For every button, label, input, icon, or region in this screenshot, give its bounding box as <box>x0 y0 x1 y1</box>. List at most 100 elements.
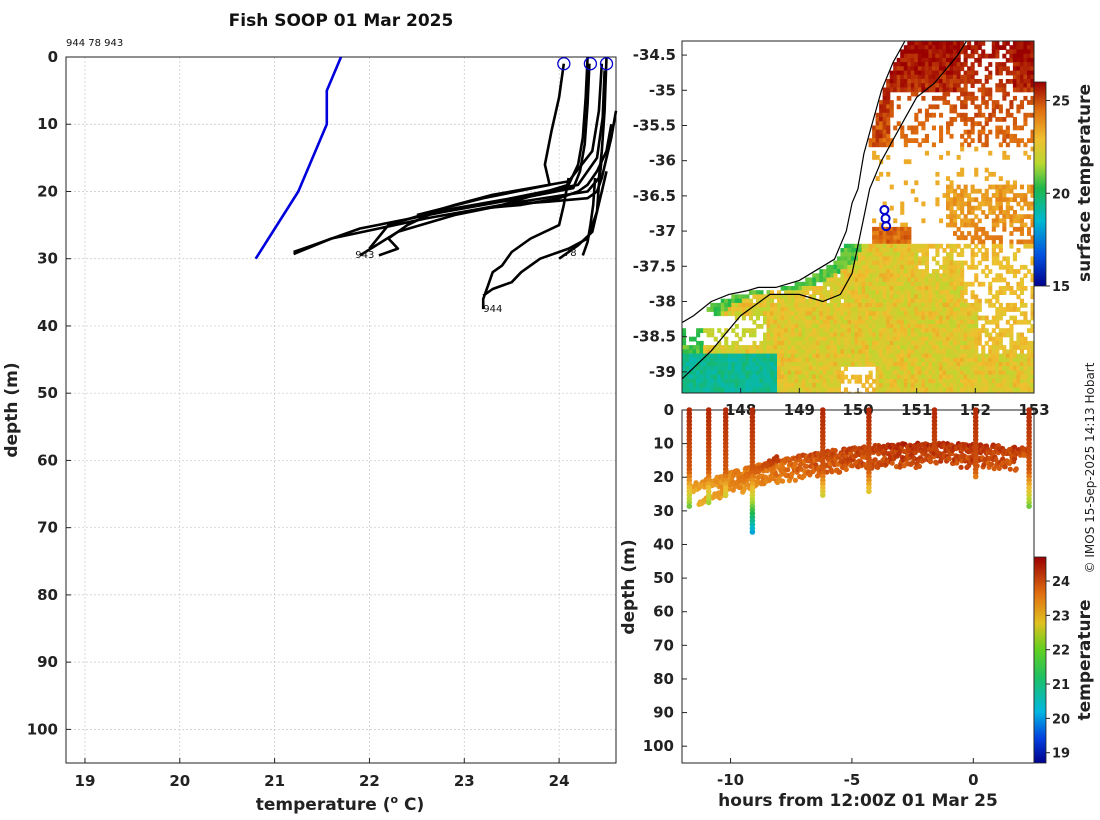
sst-cell <box>896 231 901 236</box>
sst-cell <box>872 357 877 363</box>
sst-cell <box>1002 197 1007 203</box>
sst-cell <box>963 62 968 67</box>
sst-cell <box>889 383 894 388</box>
sst-cell <box>836 383 841 388</box>
sst-cell <box>970 74 975 80</box>
sst-cell <box>808 328 813 333</box>
sst-cell <box>914 366 919 371</box>
sst-cell <box>1002 387 1007 393</box>
sst-cell <box>773 328 778 333</box>
sst-cell <box>896 319 901 325</box>
sst-cell <box>858 256 863 262</box>
sst-cell <box>812 378 817 384</box>
sst-cell <box>886 340 891 346</box>
sst-cell <box>942 357 947 363</box>
sst-cell <box>984 214 989 219</box>
sst-cell <box>822 336 827 342</box>
temperature-sample <box>1002 464 1008 470</box>
sst-cell <box>741 307 746 312</box>
sst-cell <box>910 277 915 283</box>
sst-cell <box>713 307 718 312</box>
sst-cell <box>921 252 926 257</box>
profile-x-tick-label: 19 <box>75 772 96 790</box>
sst-cell <box>805 374 810 380</box>
sst-cell <box>956 290 961 295</box>
sst-cell <box>843 248 848 253</box>
sst-cell <box>882 332 887 338</box>
sst-cell <box>946 277 951 283</box>
sst-cell <box>794 383 799 388</box>
sst-cell <box>720 311 725 317</box>
sst-cell <box>833 366 838 371</box>
sst-cell <box>914 70 919 76</box>
sst-cell <box>946 370 951 376</box>
sst-cell <box>770 294 775 300</box>
sst-cell <box>812 302 817 308</box>
sst-cell <box>946 53 951 59</box>
sst-cell <box>1030 66 1034 72</box>
sst-cell <box>815 277 820 283</box>
sst-cell <box>988 117 993 122</box>
sst-cell <box>907 235 912 241</box>
sst-cell <box>974 336 979 342</box>
sst-cell <box>865 277 870 283</box>
sst-cell <box>928 324 933 329</box>
sst-cell <box>946 273 951 279</box>
sst-cell <box>910 340 915 346</box>
sst-cell <box>970 324 975 329</box>
sst-cell <box>801 328 806 333</box>
sst-cell <box>935 324 940 329</box>
sst-cell <box>1030 256 1034 262</box>
sst-cell <box>1030 184 1034 190</box>
sst-cell <box>763 311 768 317</box>
sst-cell <box>981 349 986 355</box>
sst-cell <box>805 357 810 363</box>
sst-cell <box>903 87 908 93</box>
sst-cell <box>935 336 940 342</box>
depth-time-x-axis-label: hours from 12:00Z 01 Mar 25 <box>718 791 998 811</box>
sst-cell <box>872 226 877 232</box>
sst-cell <box>787 298 792 304</box>
sst-cell <box>949 62 954 67</box>
sst-cell <box>787 340 792 346</box>
sst-cell <box>770 324 775 329</box>
sst-cell <box>956 214 961 219</box>
sst-cell <box>1027 345 1032 350</box>
sst-cell <box>977 188 982 194</box>
sst-cell <box>847 307 852 312</box>
sst-cell <box>882 112 887 118</box>
sst-cell <box>960 41 965 46</box>
sst-cell <box>879 125 884 131</box>
sst-cell <box>689 366 694 371</box>
sst-cell <box>840 264 845 270</box>
sst-cell <box>1030 57 1034 63</box>
sst-cell <box>998 218 1003 224</box>
sst-cell <box>995 378 1000 384</box>
sst-cell <box>931 277 936 283</box>
sst-cell <box>893 70 898 76</box>
sst-cell <box>949 74 954 80</box>
sst-cell <box>741 345 746 350</box>
sst-cell <box>893 256 898 262</box>
sst-cell <box>917 328 922 333</box>
sst-cell <box>893 290 898 295</box>
sst-cell <box>946 243 951 249</box>
sst-cell <box>984 383 989 388</box>
sst-cell <box>981 345 986 350</box>
sst-cell <box>903 53 908 59</box>
sst-cell <box>791 307 796 312</box>
sst-cell <box>988 391 993 393</box>
sst-cell <box>942 349 947 355</box>
sst-cell <box>843 362 848 367</box>
sst-cell <box>1002 155 1007 160</box>
sst-cell <box>843 269 848 274</box>
sst-cell <box>935 362 940 367</box>
sst-cell <box>970 311 975 317</box>
sst-cell <box>998 311 1003 317</box>
sst-cell <box>946 57 951 63</box>
sst-cell <box>773 332 778 338</box>
sst-cell <box>843 243 848 249</box>
sst-cell <box>801 332 806 338</box>
sst-cell <box>865 290 870 295</box>
